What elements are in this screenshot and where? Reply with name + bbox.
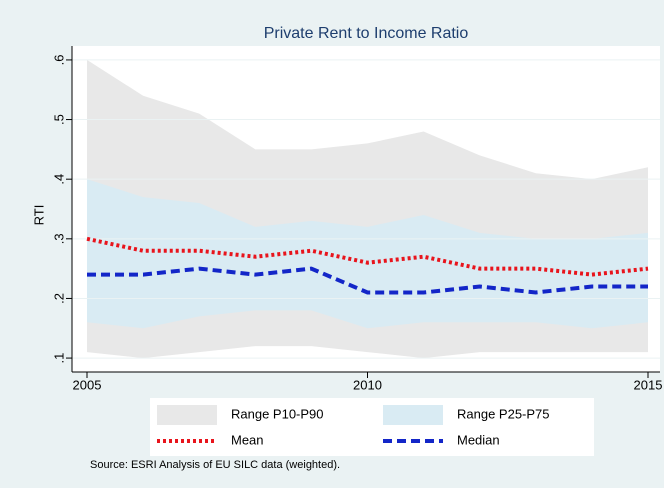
source-note: Source: ESRI Analysis of EU SILC data (w… xyxy=(90,459,340,471)
legend-label: Range P10-P90 xyxy=(231,406,324,421)
legend-label: Range P25-P75 xyxy=(457,406,550,421)
line xyxy=(86,236,649,277)
x-tick-label: 2015 xyxy=(634,377,663,392)
legend-swatch xyxy=(383,405,443,425)
legend-label: Mean xyxy=(231,432,264,447)
line xyxy=(87,266,648,295)
y-tick-label: .6 xyxy=(51,55,66,66)
legend-box xyxy=(150,398,594,456)
legend-label: Median xyxy=(457,432,500,447)
x-tick-label: 2010 xyxy=(353,377,382,392)
y-tick-label: .3 xyxy=(51,233,66,244)
y-tick-label: .1 xyxy=(51,353,66,364)
x-tick-label: 2005 xyxy=(73,377,102,392)
y-tick-label: .2 xyxy=(51,293,66,304)
y-tick-label: .5 xyxy=(51,114,66,125)
legend-swatch xyxy=(157,405,217,425)
y-axis-title: RTI xyxy=(31,205,46,226)
y-tick-label: .4 xyxy=(51,174,66,185)
chart-title: Private Rent to Income Ratio xyxy=(264,25,469,42)
